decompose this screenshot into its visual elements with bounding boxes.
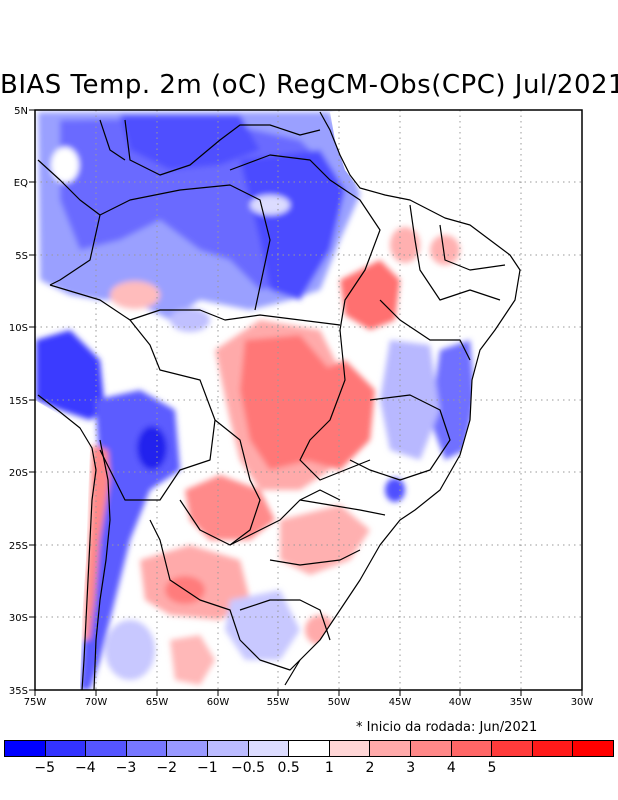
border-argentina-chile [149,519,241,641]
cold-anomaly-tropical-north [170,308,210,332]
lat-tick-label: 15S [9,396,28,407]
coastline-pacific [37,394,97,690]
colorbar-swatch [329,741,371,756]
colorbar-labels: −5 −4 −3 −2 −1 −0.5 0.5 1 2 3 4 5 [0,760,618,780]
lon-tick-labels: 75W 70W 65W 60W 55W 50W 45W 40W 35W 30W [24,697,594,708]
run-start-footnote: * Inicio da rodada: Jun/2021 [356,720,538,735]
warm-patch-white-1 [51,147,79,183]
warm-anomaly-parana [280,505,370,575]
border-north-states [124,119,321,176]
lon-tick-label: 35W [510,697,533,708]
border-mato-grosso [179,419,261,546]
cold-anomaly-pampas [225,590,300,660]
cold-anomaly-patagonia [105,620,155,680]
warm-anomaly-ceara [430,235,460,265]
lat-tick-label: 20S [9,468,28,479]
colorbar-label: −2 [156,760,177,776]
colorbar-label: 4 [446,760,456,776]
lat-tick-label: EQ [14,178,28,189]
border-bolivia [99,319,216,501]
lon-tick-label: 30W [571,697,594,708]
border-bahia [379,299,471,361]
colorbar-swatch [167,741,208,756]
border-goias [299,329,371,481]
border-colombia-ecuador [37,159,101,286]
lat-tick-label: 30S [9,613,28,624]
colorbar-swatch [248,741,290,756]
axis-ticks [29,109,583,696]
lon-tick-label: 45W [389,697,412,708]
atlantic-ocean-mask [280,112,582,690]
colorbar-swatch [207,741,249,756]
warm-anomaly-chile [84,445,110,640]
warm-anomaly-piaui [390,227,420,263]
warm-anomaly-goias [300,360,375,470]
colorbar-label: 0.5 [277,760,300,776]
cold-anomaly-andes-peru [36,330,105,420]
border-northeast-states [409,204,506,301]
map-title: BIAS Temp. 2m (oC) RegCM-Obs(CPC) Jul/20… [0,70,618,100]
lon-tick-label: 50W [328,697,351,708]
cold-anomaly-north [120,115,260,170]
warm-anomaly-acre [110,281,160,309]
colorbar-swatch [573,741,613,756]
colorbar-label: −1 [197,760,218,776]
colorbar-swatch [126,741,168,756]
colorbar-swatch [45,741,87,756]
border-uruguay [239,639,301,671]
border-south [269,549,361,566]
political-boundaries [37,111,521,690]
lon-tick-label: 60W [207,697,230,708]
colorbar-swatch [532,741,574,756]
lon-tick-label: 40W [449,697,472,708]
cold-anomaly-east-amazon [240,150,345,300]
colorbar-label: −4 [75,760,96,776]
cold-anomaly-rio [385,478,405,502]
colorbar-label: 5 [487,760,497,776]
border-minas [349,394,451,481]
cold-anomaly-bolivia-core [137,426,167,470]
colorbar-swatch [86,741,127,756]
border-rs [239,599,331,641]
coastline-atlantic [284,111,521,686]
lat-tick-labels: 5N EQ 5S 10S 15S 20S 25S 30S 35S [9,106,28,697]
lon-tick-label: 70W [85,697,108,708]
colorbar-label: 2 [365,760,375,776]
border-amazonas [99,184,271,311]
lon-tick-label: 65W [146,697,169,708]
colorbar [4,740,614,757]
border-sao-paulo [299,499,386,516]
lon-tick-label: 75W [24,697,47,708]
warm-anomaly-southern-patches [170,635,215,685]
lat-tick-label: 35S [9,686,28,697]
border-venezuela [99,119,126,161]
lat-tick-label: 5S [15,251,28,262]
border-peru-brazil [49,284,341,326]
colorbar-swatch [451,741,493,756]
lon-tick-label: 55W [267,697,290,708]
colorbar-swatch [492,741,533,756]
border-para [229,154,381,331]
lat-tick-label: 5N [14,106,28,117]
lat-tick-label: 10S [9,323,28,334]
colorbar-label: −3 [115,760,137,776]
colorbar-swatch [370,741,411,756]
colorbar-swatch [289,741,330,756]
colorbar-label: 3 [406,760,416,776]
colorbar-label: −0.5 [231,760,265,776]
cold-anomaly-northeast-coast [430,340,475,460]
colorbar-swatch [410,741,452,756]
border-andes-line [93,439,111,690]
lat-tick-label: 25S [9,541,28,552]
warm-anomaly-maranhao [340,260,400,330]
colorbar-swatch [5,741,46,756]
colorbar-label: 1 [324,760,334,776]
colorbar-label: −5 [34,760,55,776]
